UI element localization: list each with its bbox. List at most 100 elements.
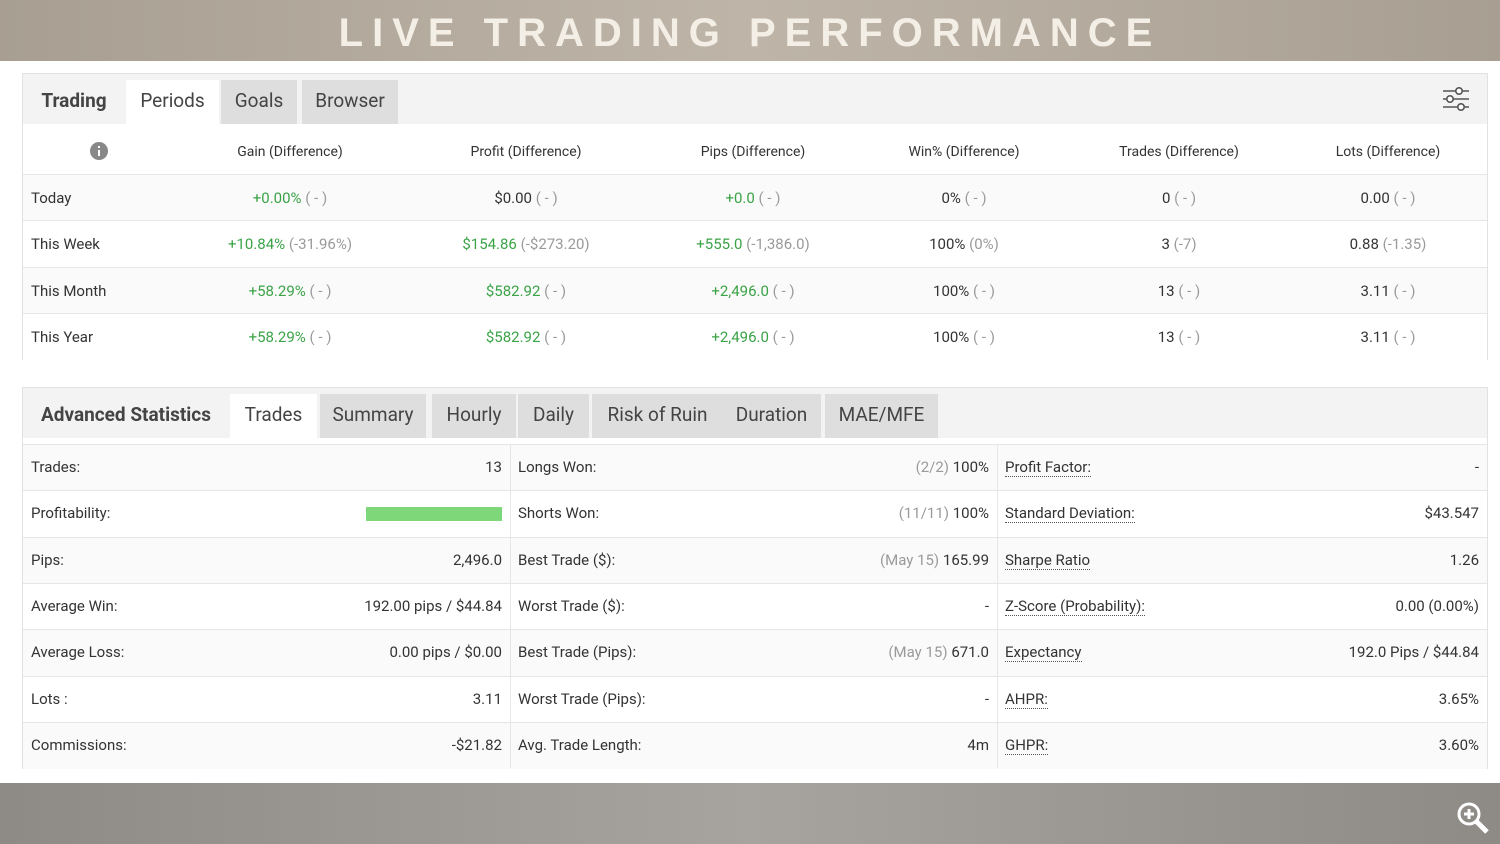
stat-number: 3.65%: [1438, 689, 1479, 708]
cell-value: +58.29%: [248, 281, 306, 300]
cell-value: 3.11: [1360, 327, 1390, 346]
table-row: This Month +58.29% ( - ) $582.92 ( - ) +2,4…: [23, 266, 1487, 314]
tab[interactable]: Trading: [41, 89, 107, 112]
column-header: Profit (Difference): [470, 144, 582, 160]
cell-value: 13: [1157, 327, 1175, 346]
stat-value: (11/11) 100%: [510, 504, 989, 522]
cell-value: 100%: [933, 327, 970, 346]
cell-diff: (-$273.20): [520, 235, 590, 254]
stat-number: 3.11: [472, 689, 502, 708]
stat-label: Standard Deviation:: [1005, 504, 1135, 524]
cell-diff: ( - ): [1178, 327, 1201, 346]
stat-number: 192.00 pips / $44.84: [364, 596, 502, 615]
cell-value: $154.86: [462, 235, 517, 254]
zoom-icon[interactable]: [1455, 800, 1491, 836]
column-header: Lots (Difference): [1335, 144, 1441, 160]
cell-value: +10.84%: [227, 235, 286, 254]
tab[interactable]: Goals: [221, 80, 297, 124]
stat-label: Average Loss:: [31, 643, 125, 662]
stat-label: Average Win:: [31, 596, 118, 615]
cell-value: $582.92: [485, 327, 541, 346]
row-label: This Year: [31, 327, 94, 346]
page-title: LIVE TRADING PERFORMANCE: [338, 11, 1162, 55]
stat-label: Best Trade ($):: [518, 550, 616, 569]
cell-diff: ( - ): [1393, 189, 1416, 207]
tab[interactable]: MAE/MFE: [825, 394, 938, 438]
stat-number: 100%: [952, 458, 989, 476]
stat-label: Avg. Trade Length:: [518, 735, 642, 754]
stat-number: 0.00 (0.00%): [1395, 596, 1479, 615]
stat-label: Best Trade (Pips):: [518, 643, 637, 662]
stat-value: 4m: [510, 736, 989, 754]
tab[interactable]: Duration: [722, 394, 821, 438]
stat-value: 192.0 Pips / $44.84: [997, 643, 1479, 661]
settings-icon[interactable]: [1441, 85, 1471, 113]
cell-diff: (-31.96%): [288, 235, 353, 254]
cell-diff: ( - ): [758, 189, 781, 207]
info-icon[interactable]: [90, 142, 108, 160]
tab[interactable]: Daily: [518, 394, 589, 438]
table-cell: +0.00% ( - ): [140, 189, 440, 207]
tab[interactable]: Hourly: [432, 394, 516, 438]
stat-label: Worst Trade ($):: [518, 596, 625, 615]
cell-value: +2,496.0: [711, 327, 769, 346]
stat-label: Profitability:: [31, 504, 111, 523]
stat-number: -: [984, 689, 989, 708]
stat-value: 3.65%: [997, 690, 1479, 708]
stat-number: -: [984, 596, 989, 615]
table-cell: +58.29% ( - ): [140, 282, 440, 300]
tab[interactable]: Advanced Statistics: [41, 403, 211, 426]
table-cell: 100% ( - ): [814, 282, 1114, 300]
cell-diff: ( - ): [535, 189, 558, 207]
cell-diff: ( - ): [772, 281, 795, 300]
cell-diff: ( - ): [1393, 327, 1416, 346]
stat-number: -$21.82: [451, 735, 502, 754]
cell-diff: ( - ): [973, 281, 995, 300]
table-row: [23, 675, 1487, 723]
stat-label: Commissions:: [31, 735, 127, 754]
column-header: Gain (Difference): [237, 144, 343, 160]
tab[interactable]: Trades: [230, 394, 317, 438]
stat-number: 0.00 pips / $0.00: [389, 643, 502, 662]
stat-value: 3.11: [23, 690, 502, 708]
stat-value: (May 15) 671.0: [510, 643, 989, 661]
column-divider: [997, 444, 998, 768]
cell-value: 13: [1157, 281, 1175, 300]
tab-bar: Trading Periods Goals Browser: [23, 74, 1487, 124]
stat-number: $43.547: [1424, 504, 1479, 523]
cell-value: 0.00: [1360, 189, 1390, 207]
stat-number: 1.26: [1449, 550, 1479, 569]
row-label: This Month: [31, 281, 107, 300]
tab[interactable]: Risk of Ruin: [592, 394, 723, 438]
table-cell: 0% ( - ): [814, 189, 1114, 207]
stat-value: 13: [23, 458, 502, 476]
stat-label: Worst Trade (Pips):: [518, 689, 646, 708]
cell-value: $0.00: [494, 189, 532, 207]
stat-value: (May 15) 165.99: [510, 551, 989, 569]
stat-number: 671.0: [951, 643, 989, 662]
cell-diff: ( - ): [305, 189, 328, 207]
tab[interactable]: Summary: [320, 394, 426, 438]
row-label: Today: [31, 189, 72, 207]
table-cell: 13 ( - ): [1029, 328, 1329, 346]
column-header: Win% (Difference): [908, 144, 1020, 160]
table-cell: +2,496.0 ( - ): [603, 282, 903, 300]
stat-value: -: [997, 458, 1479, 476]
table-row: Today +0.00% ( - ) $0.00 ( - ) +0.0 ( - ) 0%…: [23, 174, 1487, 221]
table-cell: 0 ( - ): [1029, 189, 1329, 207]
stat-note: (May 15): [879, 550, 940, 569]
cell-value: 0%: [941, 189, 961, 207]
table-cell: 100% (0%): [814, 235, 1114, 253]
cell-diff: (0%): [969, 235, 999, 254]
cell-value: +0.00%: [252, 189, 302, 207]
stat-label: Profit Factor:: [1005, 458, 1091, 477]
stat-value: -: [510, 597, 989, 615]
stat-value: 192.00 pips / $44.84: [23, 597, 502, 615]
stat-label: Shorts Won:: [518, 504, 600, 523]
stat-number: 100%: [952, 504, 989, 523]
column-divider: [510, 444, 511, 768]
tab[interactable]: Periods: [126, 80, 219, 124]
tab[interactable]: Browser: [302, 80, 398, 124]
stat-value: -$21.82: [23, 736, 502, 754]
cell-diff: (-1.35): [1382, 235, 1427, 254]
